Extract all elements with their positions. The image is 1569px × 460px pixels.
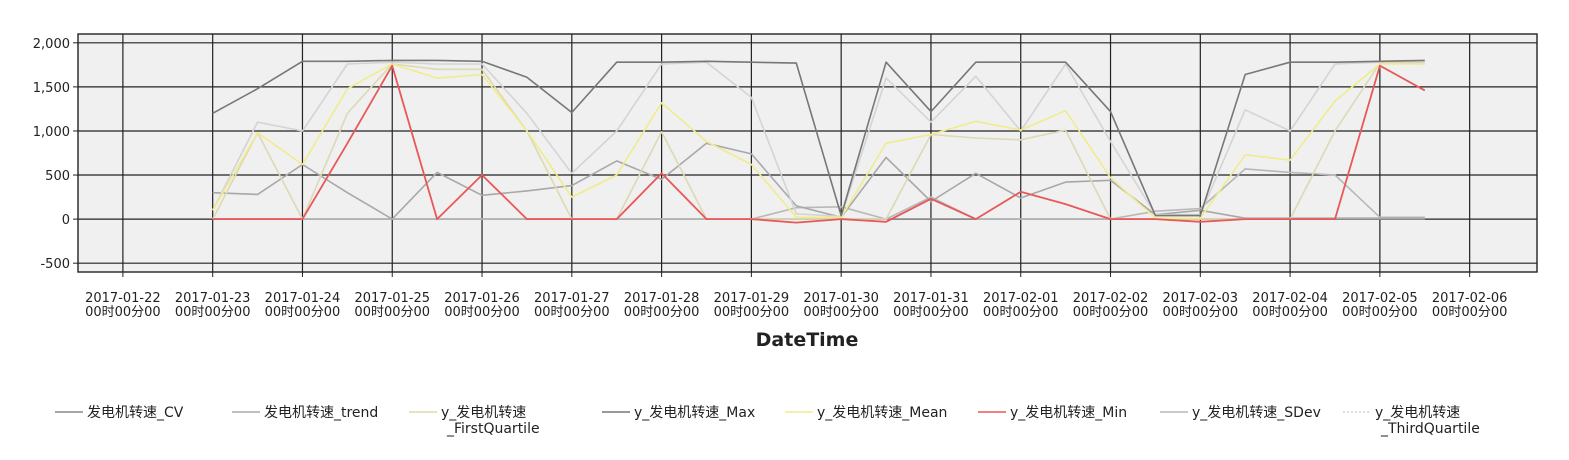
x-tick-label-date: 2017-01-23 xyxy=(175,291,251,306)
x-tick-label-date: 2017-01-27 xyxy=(534,291,610,306)
legend-label: 发电机转速_trend xyxy=(264,405,378,421)
x-tick-label-time: 00时00分00 xyxy=(1252,305,1328,320)
series-line-3 xyxy=(212,59,1425,217)
x-tick-label-date: 2017-02-02 xyxy=(1073,291,1149,306)
x-tick-label-time: 00时00分00 xyxy=(265,305,341,320)
legend-item: y_发电机转速_Max xyxy=(602,405,755,421)
x-tick-label-date: 2017-01-26 xyxy=(444,291,520,306)
x-tick-label-date: 2017-02-06 xyxy=(1432,291,1508,306)
series-line-6 xyxy=(212,168,1425,220)
series-lines xyxy=(211,59,1426,224)
x-tick-label-date: 2017-01-24 xyxy=(265,291,341,306)
legend-item: y_发电机转速_Mean xyxy=(785,405,947,421)
x-tick-label-date: 2017-02-05 xyxy=(1342,291,1418,306)
plot-background xyxy=(77,33,1538,273)
y-tick-label: 1,000 xyxy=(33,125,70,140)
y-tick-label: 2,000 xyxy=(33,37,70,52)
x-tick-label-time: 00时00分00 xyxy=(1342,305,1418,320)
y-tick-label: 1,500 xyxy=(33,81,70,96)
legend-item: y_发电机转速_FirstQuartile xyxy=(409,405,540,437)
legend-label: _FirstQuartile xyxy=(446,421,540,437)
legend-item: y_发电机转速_SDev xyxy=(1160,405,1321,421)
x-tick-label-date: 2017-01-28 xyxy=(624,291,700,306)
legend: 发电机转速_CV 发电机转速_trend y_发电机转速_FirstQuartile… xyxy=(55,405,1480,437)
x-tick-label-time: 00时00分00 xyxy=(534,305,610,320)
x-tick-label-time: 00时00分00 xyxy=(1073,305,1149,320)
series-line-1 xyxy=(212,142,1425,220)
x-axis: 2017-01-2200时00分002017-01-2300时00分002017… xyxy=(85,272,1507,320)
x-tick-label-date: 2017-02-03 xyxy=(1163,291,1239,306)
legend-label: y_发电机转速 xyxy=(441,405,526,421)
legend-item: y_发电机转速_ThirdQuartile xyxy=(1343,405,1480,437)
legend-label: y_发电机转速_Mean xyxy=(817,405,947,421)
x-tick-label-date: 2017-01-22 xyxy=(85,291,161,306)
x-tick-label-time: 00时00分00 xyxy=(175,305,251,320)
x-tick-label-time: 00时00分00 xyxy=(714,305,790,320)
legend-label: y_发电机转速_Min xyxy=(1010,405,1127,421)
series-line-4 xyxy=(212,63,1425,219)
x-tick-label-date: 2017-01-25 xyxy=(354,291,430,306)
x-tick-label-date: 2017-02-04 xyxy=(1252,291,1328,306)
legend-label: _ThirdQuartile xyxy=(1380,421,1480,437)
legend-label: y_发电机转速_Max xyxy=(634,405,755,421)
x-tick-label-date: 2017-01-29 xyxy=(714,291,790,306)
y-tick-label: -500 xyxy=(40,257,70,272)
x-tick-label-time: 00时00分00 xyxy=(444,305,520,320)
x-tick-label-time: 00时00分00 xyxy=(624,305,700,320)
legend-label: 发电机转速_CV xyxy=(87,405,184,421)
x-tick-label-time: 00时00分00 xyxy=(893,305,969,320)
x-tick-label-time: 00时00分00 xyxy=(85,305,161,320)
x-axis-title: DateTime xyxy=(756,329,859,351)
legend-item: y_发电机转速_Min xyxy=(978,405,1127,421)
legend-label: y_发电机转速 xyxy=(1375,405,1460,421)
y-tick-label: 500 xyxy=(45,169,70,184)
x-tick-label-time: 00时00分00 xyxy=(354,305,430,320)
series-line-7 xyxy=(211,61,1425,218)
series-line-2 xyxy=(211,62,1425,220)
x-tick-label-date: 2017-01-31 xyxy=(893,291,969,306)
legend-item: 发电机转速_trend xyxy=(232,405,378,421)
x-tick-label-time: 00时00分00 xyxy=(803,305,879,320)
x-tick-label-date: 2017-01-30 xyxy=(803,291,879,306)
legend-item: 发电机转速_CV xyxy=(55,405,184,421)
x-tick-label-time: 00时00分00 xyxy=(983,305,1059,320)
x-tick-label-time: 00时00分00 xyxy=(1432,305,1508,320)
y-tick-label: 0 xyxy=(62,213,70,228)
series-line-5 xyxy=(212,64,1426,224)
x-tick-label-date: 2017-02-01 xyxy=(983,291,1059,306)
y-axis: 2,000 1,500 1,000 500 0 -500 xyxy=(33,37,78,272)
x-tick-label-time: 00时00分00 xyxy=(1162,305,1238,320)
legend-label: y_发电机转速_SDev xyxy=(1192,405,1321,421)
